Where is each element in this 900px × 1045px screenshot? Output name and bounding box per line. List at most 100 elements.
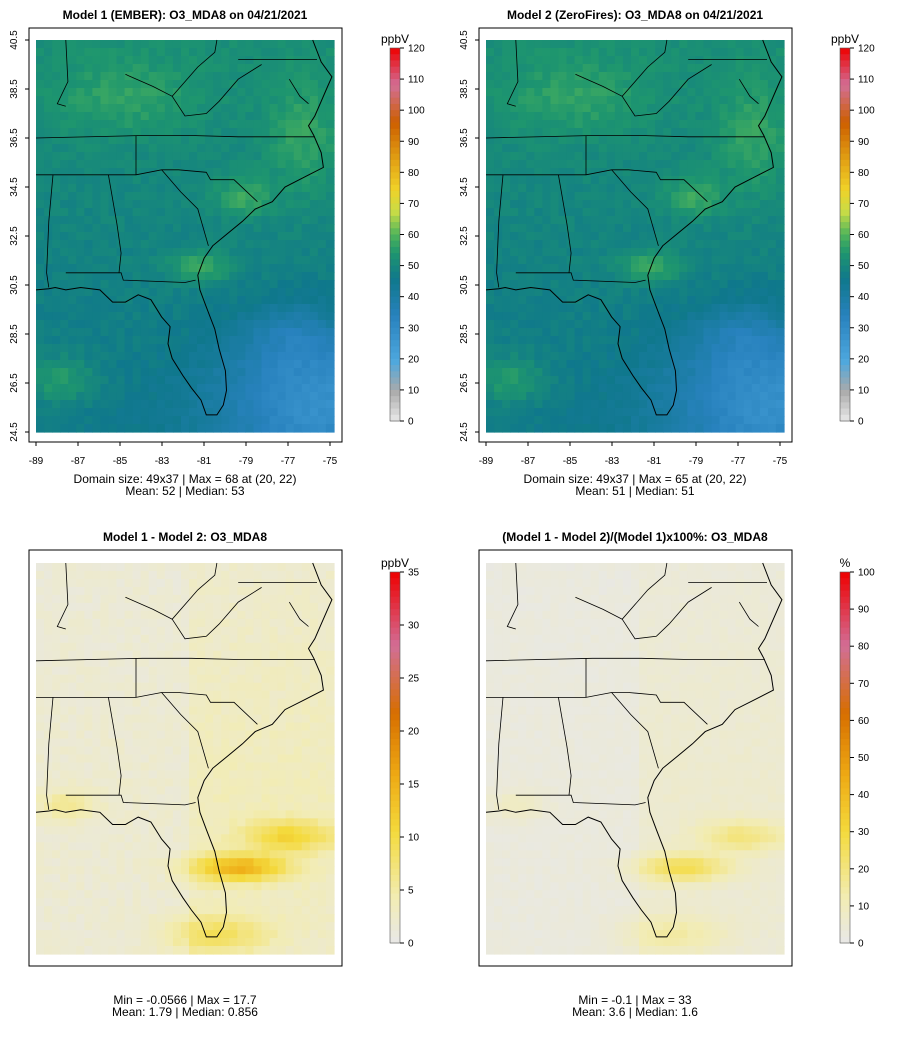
grid-cell: [606, 176, 616, 185]
grid-cell: [213, 650, 222, 660]
y-tick-label: 24.5: [9, 422, 20, 442]
grid-cell: [76, 360, 85, 369]
grid-cell: [655, 272, 664, 281]
grid-cell: [132, 88, 142, 97]
grid-cell: [124, 786, 134, 796]
map-panel-3: Model 1 - Model 2: O3_MDA8ppbV3530252015…: [28, 530, 420, 1019]
grid-cell: [655, 152, 664, 161]
grid-cell: [60, 626, 69, 636]
grid-cell: [172, 778, 182, 788]
grid-cell: [205, 666, 214, 676]
grid-cell: [44, 112, 53, 121]
grid-cell: [735, 80, 745, 89]
grid-cell: [301, 674, 311, 684]
grid-cell: [285, 416, 295, 425]
grid-cell: [92, 48, 102, 57]
grid-cell: [647, 264, 656, 273]
grid-cell: [590, 176, 600, 185]
colorbar-segment: [840, 172, 850, 180]
grid-cell: [711, 416, 721, 425]
grid-cell: [510, 120, 519, 129]
grid-cell: [197, 136, 206, 145]
grid-cell: [277, 602, 287, 612]
grid-cell: [317, 144, 327, 153]
grid-cell: [582, 344, 592, 353]
grid-cell: [759, 256, 769, 265]
grid-cell: [60, 730, 69, 740]
grid-cell: [639, 248, 648, 257]
grid-cell: [189, 240, 198, 249]
grid-cell: [542, 88, 552, 97]
grid-cell: [687, 136, 696, 145]
grid-cell: [711, 136, 721, 145]
grid-cell: [727, 376, 737, 385]
grid-cell: [293, 264, 303, 273]
grid-cell: [293, 64, 303, 73]
grid-cell: [68, 706, 77, 716]
grid-cell: [237, 304, 246, 313]
grid-cell: [518, 208, 527, 217]
grid-cell: [301, 120, 311, 129]
grid-cell: [197, 754, 206, 764]
grid-cell: [116, 698, 126, 708]
grid-cell: [172, 650, 182, 660]
grid-cell: [60, 248, 69, 257]
grid-cell: [606, 120, 616, 129]
grid-cell: [164, 64, 174, 73]
grid-cell: [566, 392, 576, 401]
grid-cell: [542, 400, 552, 409]
grid-cell: [36, 64, 45, 73]
grid-cell: [711, 328, 721, 337]
grid-cell: [100, 344, 110, 353]
grid-cell: [132, 80, 142, 89]
grid-cell: [703, 128, 713, 137]
grid-cell: [76, 152, 85, 161]
grid-cell: [309, 264, 319, 273]
grid-cell: [197, 610, 206, 620]
grid-cell: [36, 200, 45, 209]
grid-cell: [590, 344, 600, 353]
grid-cell: [325, 416, 335, 425]
colorbar-tick-label: 70: [858, 199, 870, 210]
grid-cell: [695, 176, 705, 185]
grid-cell: [751, 384, 761, 393]
grid-cell: [614, 384, 624, 393]
grid-cell: [229, 280, 238, 289]
grid-cell: [494, 264, 503, 273]
grid-cell: [189, 272, 198, 281]
grid-cell: [229, 40, 238, 49]
grid-cell: [116, 626, 126, 636]
grid-cell: [486, 208, 495, 217]
colorbar-segment: [390, 153, 400, 161]
grid-cell: [558, 320, 568, 329]
grid-cell: [164, 360, 174, 369]
grid-cell: [671, 40, 680, 49]
grid-cell: [542, 264, 552, 273]
grid-cell: [277, 563, 287, 572]
grid-cell: [775, 128, 785, 137]
grid-cell: [301, 392, 311, 401]
grid-cell: [671, 88, 680, 97]
grid-cell: [711, 352, 721, 361]
grid-cell: [237, 272, 246, 281]
grid-cell: [229, 176, 238, 185]
grid-cell: [140, 288, 150, 297]
grid-cell: [140, 240, 150, 249]
grid-cell: [180, 746, 190, 756]
grid-cell: [148, 384, 158, 393]
grid-cell: [494, 128, 503, 137]
grid-cell: [164, 392, 174, 401]
grid-cell: [317, 160, 327, 169]
grid-cell: [767, 352, 777, 361]
grid-cell: [630, 408, 640, 417]
grid-cell: [156, 563, 166, 572]
grid-cell: [269, 288, 279, 297]
grid-cell: [317, 400, 327, 409]
grid-cell: [285, 360, 295, 369]
grid-cell: [124, 72, 134, 81]
grid-cell: [100, 762, 110, 772]
grid-cell: [68, 56, 77, 65]
grid-cell: [245, 232, 255, 241]
grid-cell: [550, 296, 560, 305]
grid-cell: [727, 72, 737, 81]
